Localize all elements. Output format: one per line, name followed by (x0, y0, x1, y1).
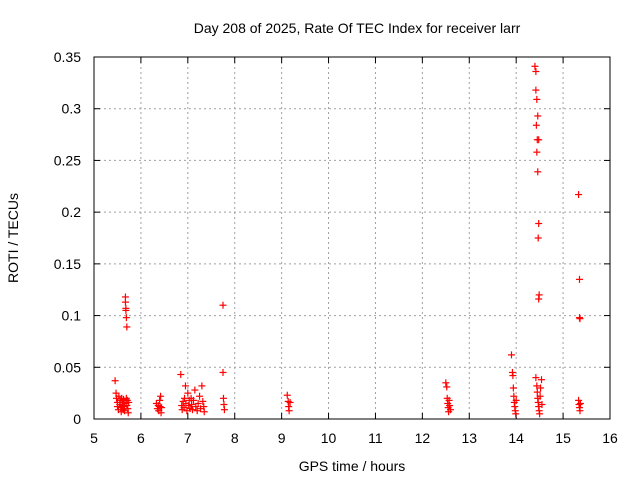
data-point (156, 396, 164, 404)
data-point (220, 406, 228, 414)
data-point (533, 388, 541, 396)
data-point (156, 403, 164, 411)
grid-lines (94, 57, 610, 419)
data-point (124, 409, 132, 417)
data-point (532, 374, 540, 382)
data-point (122, 306, 130, 314)
data-point (194, 399, 202, 407)
y-tick-label: 0.15 (54, 256, 81, 272)
data-point (507, 351, 515, 359)
x-tick-label: 10 (321, 430, 337, 446)
data-point (219, 301, 227, 309)
data-point (181, 394, 189, 402)
data-point (189, 396, 197, 404)
data-point (538, 401, 546, 409)
data-point (188, 401, 196, 409)
data-point (125, 398, 133, 406)
data-point (158, 404, 166, 412)
y-tick-label: 0.1 (62, 308, 82, 324)
plot-frame (93, 56, 611, 420)
y-tick-label: 0.2 (62, 204, 82, 220)
data-point (531, 62, 539, 70)
data-point (184, 389, 192, 397)
data-point (189, 406, 197, 414)
data-point (122, 314, 130, 322)
data-point (536, 410, 544, 418)
data-point (285, 407, 293, 415)
data-point (199, 397, 207, 405)
x-tick-label: 16 (602, 430, 618, 446)
x-tick-label: 11 (368, 430, 383, 446)
data-point (121, 298, 129, 306)
data-point (534, 112, 542, 120)
data-point (536, 392, 544, 400)
y-tick-label: 0.3 (62, 101, 82, 117)
data-point (576, 275, 584, 283)
data-point (111, 377, 119, 385)
chart-title: Day 208 of 2025, Rate Of TEC Index for r… (194, 20, 521, 36)
x-tick-label: 14 (508, 430, 524, 446)
x-tick-label: 5 (90, 430, 98, 446)
data-points (111, 62, 584, 418)
y-tick-label: 0.35 (54, 49, 81, 65)
data-point (177, 371, 185, 379)
data-point (181, 382, 189, 390)
data-point (509, 372, 517, 380)
y-tick-label: 0.25 (54, 152, 81, 168)
x-axis-label: GPS time / hours (299, 458, 406, 474)
data-point (509, 384, 517, 392)
tick-labels: 5 6 7 8 9 10 11 12 13 14 15 16 0 0.05 0.1 0.15 0.2 0.25 0.… (54, 49, 618, 446)
data-point (442, 379, 450, 387)
data-point (534, 168, 542, 176)
y-tick-label: 0.05 (54, 359, 81, 375)
data-point (533, 382, 541, 390)
x-tick-label: 12 (415, 430, 431, 446)
x-tick-label: 8 (231, 430, 239, 446)
x-tick-label: 7 (184, 430, 192, 446)
data-point (510, 392, 518, 400)
data-point (576, 399, 584, 407)
data-point (157, 392, 165, 400)
data-point (286, 398, 294, 406)
y-tick-label: 0 (73, 411, 81, 427)
data-point (538, 376, 546, 384)
data-point (447, 406, 455, 414)
data-point (535, 295, 543, 303)
data-point (446, 402, 454, 410)
data-point (443, 383, 451, 391)
data-point (198, 382, 206, 390)
data-point (512, 396, 520, 404)
data-point (576, 315, 584, 323)
axis-ticks (93, 56, 611, 420)
data-point (191, 386, 199, 394)
data-point (512, 410, 520, 418)
x-tick-label: 15 (555, 430, 571, 446)
data-point (532, 121, 540, 129)
x-tick-label: 13 (461, 430, 477, 446)
data-point (283, 391, 291, 399)
data-point (576, 407, 584, 415)
data-point (537, 384, 545, 392)
x-tick-label: 9 (278, 430, 286, 446)
data-point (535, 136, 543, 144)
data-point (575, 191, 583, 199)
x-tick-label: 6 (137, 430, 145, 446)
data-point (532, 86, 540, 94)
data-point (535, 220, 543, 228)
data-point (534, 234, 542, 242)
data-point (200, 408, 208, 416)
data-point (219, 394, 227, 402)
data-point (123, 323, 131, 331)
data-point (196, 392, 204, 400)
data-point (119, 406, 127, 414)
data-point (219, 368, 227, 376)
data-point (533, 95, 541, 103)
y-axis-label: ROTI / TECUs (5, 193, 21, 283)
data-point (533, 148, 541, 156)
data-point (532, 67, 540, 75)
